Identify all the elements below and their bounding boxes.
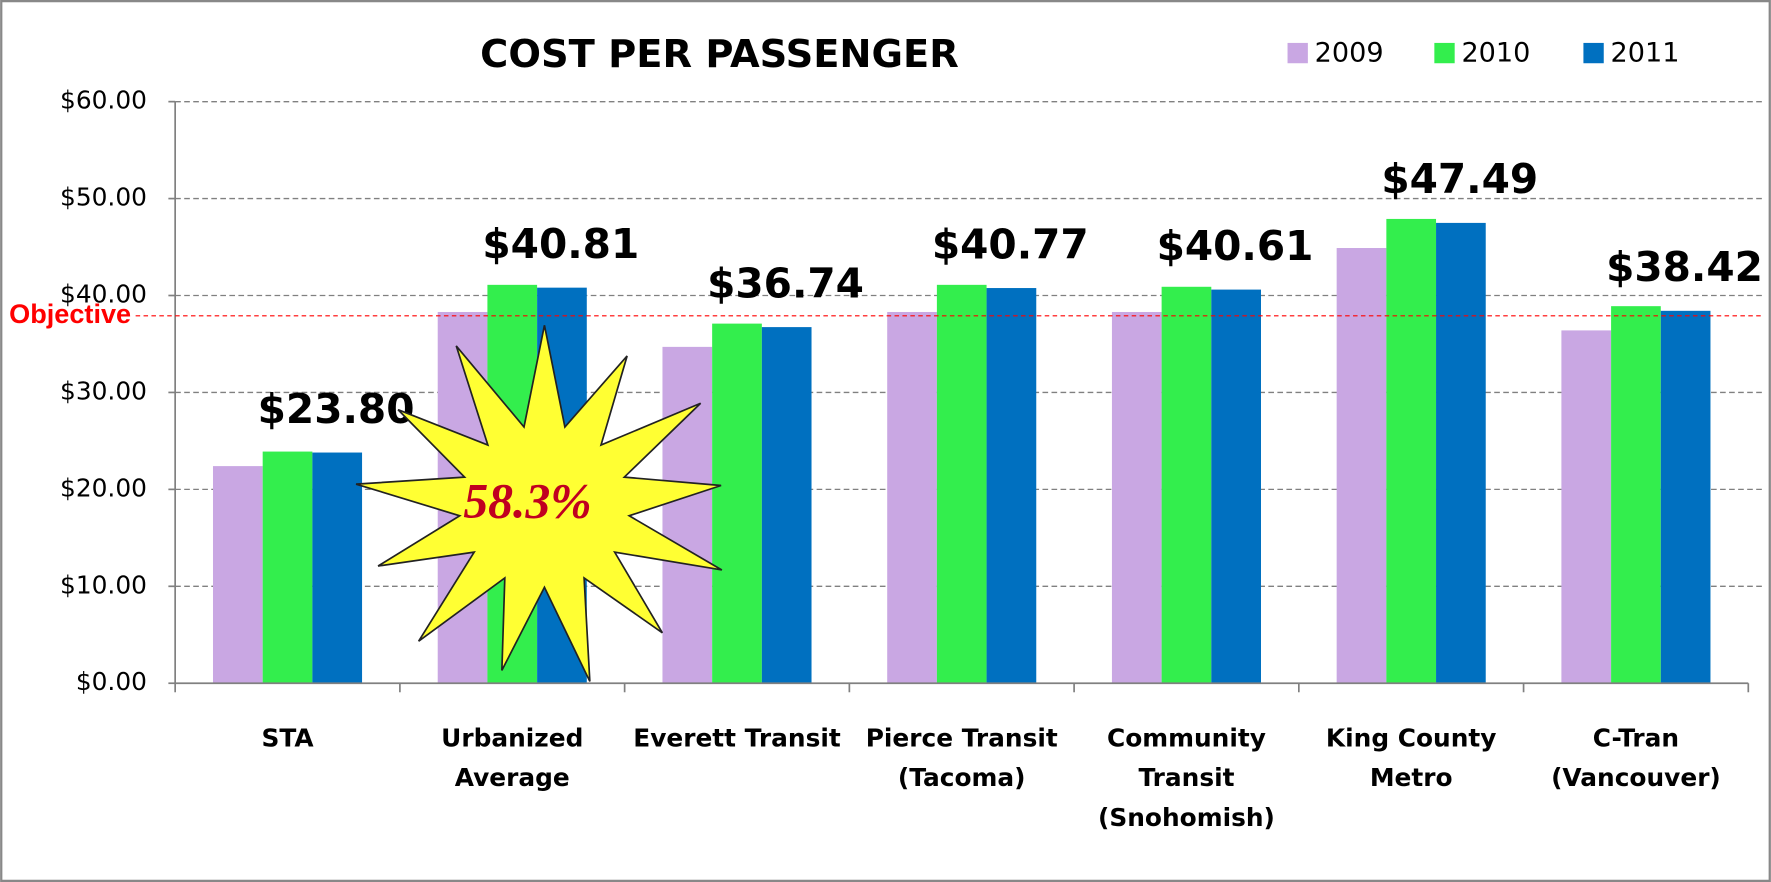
x-tick-label-line: Community [1107, 724, 1266, 753]
x-tick-label-line: Pierce Transit [866, 724, 1058, 753]
bar [936, 284, 987, 684]
x-tick-label: Community Transit (Snohomish) [1098, 724, 1275, 832]
y-tick-label: $40.00 [60, 280, 147, 309]
legend-swatch [1583, 42, 1604, 64]
legend-label: 2010 [1461, 38, 1530, 69]
x-tick-label-line: Urbanized [441, 724, 583, 753]
bar [761, 327, 812, 684]
x-tick-label-line: Transit [1138, 763, 1234, 792]
bar [986, 288, 1037, 684]
x-tick-label-line: STA [261, 724, 314, 753]
x-tick-label: King County Metro [1326, 724, 1497, 793]
y-tick-label: $60.00 [60, 86, 147, 115]
bar [1336, 248, 1387, 684]
bar [1660, 310, 1711, 684]
bar [312, 452, 363, 684]
x-tick-label-line: Everett Transit [633, 724, 841, 753]
bar [1161, 286, 1212, 684]
annotation: 58.3% [463, 473, 591, 528]
bar [1111, 311, 1162, 684]
legend-label: 2011 [1611, 38, 1680, 69]
x-tick-label-line: C-Tran [1593, 724, 1679, 753]
bar [212, 466, 263, 684]
value-label: $36.74 [707, 259, 864, 307]
legend-swatch [1287, 42, 1308, 64]
value-label: $47.49 [1381, 155, 1538, 203]
bar [1561, 330, 1612, 684]
value-label: $40.81 [482, 220, 639, 268]
bar [1386, 218, 1437, 684]
bar [712, 323, 762, 684]
x-tick-label: Urbanized Average [441, 724, 583, 793]
chart-title: COST PER PASSENGER [480, 32, 959, 77]
value-label: $40.77 [932, 220, 1089, 268]
y-tick-label: $30.00 [60, 376, 147, 405]
x-tick-label: Everett Transit [633, 724, 841, 753]
y-tick-label: $10.00 [60, 570, 147, 599]
legend-swatch [1434, 42, 1455, 64]
bar [1211, 289, 1261, 684]
x-tick-label: STA [261, 724, 314, 753]
value-label: $40.61 [1157, 222, 1314, 270]
bar [1436, 222, 1486, 684]
y-tick-label: $0.00 [76, 667, 147, 696]
value-label: $23.80 [258, 385, 415, 433]
y-tick-label: $20.00 [60, 473, 147, 502]
x-tick-label-line: (Tacoma) [898, 763, 1026, 792]
legend-label: 2009 [1315, 38, 1384, 69]
x-tick-label-line: (Vancouver) [1551, 763, 1721, 792]
bar [1611, 306, 1661, 684]
x-tick-label-line: Metro [1370, 763, 1453, 792]
x-tick-label-line: King County [1326, 724, 1497, 753]
bar [662, 346, 713, 684]
bar [887, 311, 937, 684]
objective-label: Objective [9, 298, 131, 329]
value-label: $38.42 [1606, 243, 1763, 291]
y-tick-label: $50.00 [60, 183, 147, 212]
x-tick-label-line: Average [455, 763, 570, 792]
starburst [355, 325, 723, 682]
x-tick-label: C-Tran (Vancouver) [1551, 724, 1721, 793]
x-tick-label: Pierce Transit (Tacoma) [866, 724, 1058, 793]
bar [262, 451, 313, 684]
x-tick-label-line: (Snohomish) [1098, 803, 1275, 832]
